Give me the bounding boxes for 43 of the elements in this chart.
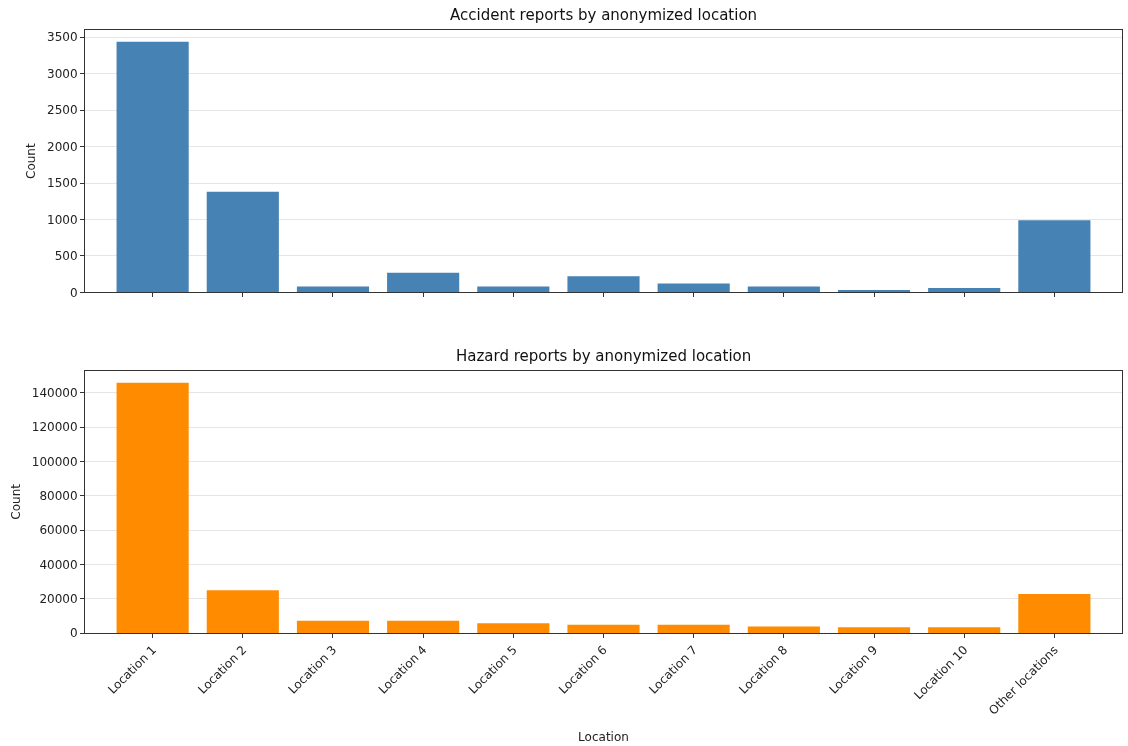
bar — [567, 624, 640, 633]
y-tick-label: 2000 — [47, 139, 78, 154]
y-tick-label: 1000 — [47, 212, 78, 227]
y-axis-title: Count — [9, 483, 24, 520]
x-axis-title: Location — [578, 729, 629, 744]
bar — [837, 627, 911, 633]
y-tick-label: 120000 — [31, 420, 78, 435]
bar — [1018, 594, 1091, 633]
bar — [657, 283, 730, 293]
y-tick-label: 20000 — [39, 591, 78, 606]
bar — [387, 620, 460, 633]
bar — [928, 627, 1001, 633]
y-tick-label: 80000 — [39, 489, 78, 504]
bar — [116, 41, 189, 293]
y-tick-label: 0 — [69, 626, 78, 641]
bar — [657, 624, 730, 633]
chart-title: Hazard reports by anonymized location — [456, 347, 752, 365]
chart-title: Accident reports by anonymized location — [450, 6, 758, 24]
bar — [928, 287, 1001, 293]
bar — [567, 276, 640, 293]
bar — [116, 382, 189, 633]
bar — [837, 290, 911, 293]
y-tick-label: 140000 — [31, 386, 78, 401]
y-tick-label: 60000 — [39, 523, 78, 538]
bar — [477, 623, 550, 633]
bar — [296, 620, 370, 633]
bar — [296, 286, 370, 293]
bar — [1018, 220, 1091, 293]
bar — [206, 191, 279, 293]
y-tick-label: 0 — [69, 285, 78, 300]
y-tick-label: 100000 — [31, 454, 78, 469]
bar — [206, 590, 279, 633]
y-axis-title: Count — [24, 143, 39, 179]
bar — [387, 272, 460, 293]
y-tick-label: 40000 — [39, 557, 78, 572]
y-tick-label: 3000 — [47, 66, 78, 81]
bar — [747, 626, 820, 633]
y-tick-label: 3500 — [47, 30, 78, 45]
bar — [747, 286, 820, 293]
y-tick-label: 500 — [54, 249, 78, 264]
y-tick-label: 1500 — [47, 176, 78, 191]
y-tick-label: 2500 — [47, 103, 78, 118]
bar — [477, 286, 550, 293]
